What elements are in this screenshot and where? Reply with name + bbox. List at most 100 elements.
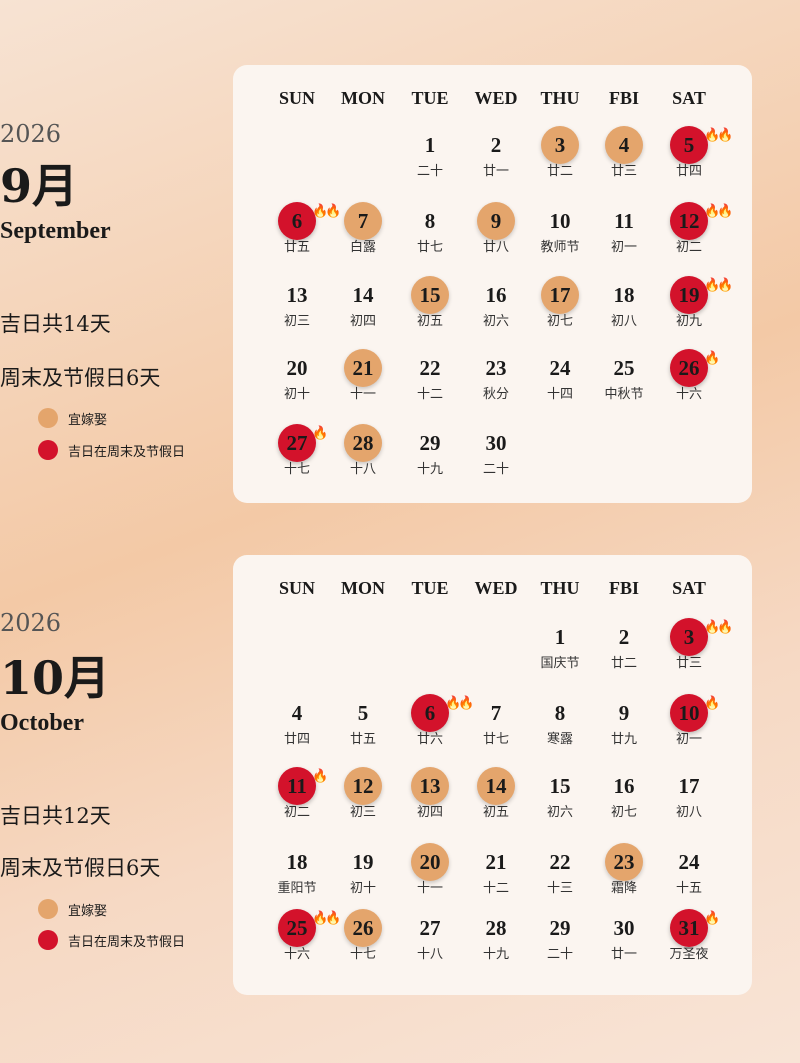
day-cell[interactable]: 30 廿一	[589, 909, 659, 969]
lunar-date: 十一	[349, 387, 376, 402]
weekday-header: SUN	[278, 88, 315, 108]
lunar-date: 廿七	[482, 732, 509, 747]
lunar-date: 廿五	[283, 240, 310, 255]
day-number: 11	[614, 209, 634, 233]
day-number: 30	[613, 916, 635, 940]
day-number: 25 🔥🔥	[278, 909, 341, 947]
day-cell[interactable]: 22 十三	[525, 843, 595, 903]
day-cell[interactable]: 7 廿七	[461, 694, 531, 754]
day-cell[interactable]: 14 初五	[461, 767, 531, 827]
day-cell[interactable]: 1 国庆节	[525, 618, 595, 678]
day-number: 28	[485, 916, 507, 940]
weekday-header: SAT	[672, 88, 706, 108]
day-cell[interactable]: 28 十八	[328, 424, 398, 484]
day-cell[interactable]: 21 十二	[461, 843, 531, 903]
day-cell[interactable]: 17 初七	[525, 276, 595, 336]
day-cell[interactable]: 13 初三	[262, 276, 332, 336]
day-cell[interactable]: 16 初六	[461, 276, 531, 336]
weekday-header: WED	[474, 578, 518, 598]
day-cell[interactable]: 25 中秋节	[589, 349, 659, 409]
day-cell[interactable]: 22 十二	[395, 349, 465, 409]
day-cell[interactable]: 16 初七	[589, 767, 659, 827]
day-cell[interactable]: 23 霜降	[589, 843, 659, 903]
day-cell[interactable]: 27 十八	[395, 909, 465, 969]
lunar-date: 初六	[482, 314, 509, 329]
day-number: 16	[485, 283, 507, 307]
day-cell[interactable]: 23 秋分	[461, 349, 531, 409]
day-cell[interactable]: 30 二十	[461, 424, 531, 484]
day-number: 26 🔥	[670, 349, 720, 387]
day-cell[interactable]: 27 🔥 十七	[262, 424, 332, 484]
day-cell[interactable]: 9 廿九	[589, 694, 659, 754]
day-cell[interactable]: 8 寒露	[525, 694, 595, 754]
day-cell[interactable]: 4 廿三	[589, 126, 659, 186]
day-cell[interactable]: 2 廿二	[589, 618, 659, 678]
lunar-date: 初六	[546, 805, 573, 820]
weekday-header: FBI	[608, 578, 639, 598]
weekday-header: TUE	[411, 578, 449, 598]
day-cell[interactable]: 17 初八	[654, 767, 724, 827]
day-cell[interactable]: 26 🔥 十六	[654, 349, 724, 409]
day-cell[interactable]: 13 初四	[395, 767, 465, 827]
day-cell[interactable]: 29 十九	[395, 424, 465, 484]
lunar-date: 廿四	[283, 732, 310, 747]
lunar-date: 十五	[675, 881, 702, 896]
day-cell[interactable]: 4 廿四	[262, 694, 332, 754]
holiday-dot-icon	[38, 930, 58, 950]
lunar-date: 初一	[675, 732, 702, 747]
day-cell[interactable]: 6 🔥🔥 廿六	[395, 694, 474, 754]
year-label: 2026	[0, 609, 62, 637]
day-number: 12 🔥🔥	[670, 202, 733, 240]
day-cell[interactable]: 5 廿五	[328, 694, 398, 754]
day-cell[interactable]: 2 廿一	[461, 126, 531, 186]
day-cell[interactable]: 18 初八	[589, 276, 659, 336]
day-cell[interactable]: 24 十四	[525, 349, 595, 409]
day-cell[interactable]: 9 廿八	[461, 202, 531, 262]
day-cell[interactable]: 20 初十	[262, 349, 332, 409]
day-number: 5 🔥🔥	[670, 126, 733, 164]
weekday-header: TUE	[411, 88, 449, 108]
day-cell[interactable]: 10 教师节	[525, 202, 595, 262]
day-cell[interactable]: 20 十一	[395, 843, 465, 903]
lunar-date: 白露	[349, 240, 376, 255]
day-cell[interactable]: 28 十九	[461, 909, 531, 969]
day-cell[interactable]: 26 十七	[328, 909, 398, 969]
day-number: 13	[411, 767, 449, 805]
lunar-date: 十八	[416, 947, 443, 962]
day-cell[interactable]: 15 初六	[525, 767, 595, 827]
lunar-date: 初八	[675, 805, 702, 820]
day-cell[interactable]: 12 初三	[328, 767, 398, 827]
day-cell[interactable]: 29 二十	[525, 909, 595, 969]
day-number: 8	[554, 701, 566, 725]
day-cell[interactable]: 14 初四	[328, 276, 398, 336]
day-cell[interactable]: 8 廿七	[395, 202, 465, 262]
day-cell[interactable]: 11 初一	[589, 202, 659, 262]
day-cell[interactable]: 11 🔥 初二	[262, 767, 332, 827]
day-cell[interactable]: 3 廿二	[525, 126, 595, 186]
day-cell[interactable]: 19 🔥🔥 初九	[654, 276, 733, 336]
day-number: 23	[605, 843, 643, 881]
day-cell[interactable]: 21 十一	[328, 349, 398, 409]
day-cell[interactable]: 19 初十	[328, 843, 398, 903]
fire-icon: 🔥🔥	[312, 203, 341, 218]
year-label: 2026	[0, 120, 62, 148]
day-cell[interactable]: 3 🔥🔥 廿三	[654, 618, 733, 678]
day-number: 12	[344, 767, 382, 805]
legend-item: 宜嫁娶	[38, 408, 107, 428]
good-days-count: 吉日共14天	[0, 312, 111, 336]
day-cell[interactable]: 24 十五	[654, 843, 724, 903]
day-number: 21	[344, 349, 382, 387]
day-cell[interactable]: 1 二十	[395, 126, 465, 186]
day-cell[interactable]: 31 🔥 万圣夜	[654, 909, 724, 969]
lunar-date: 教师节	[540, 240, 580, 255]
day-cell[interactable]: 12 🔥🔥 初二	[654, 202, 733, 262]
day-cell[interactable]: 15 初五	[395, 276, 465, 336]
day-cell[interactable]: 7 白露	[328, 202, 398, 262]
day-cell[interactable]: 25 🔥🔥 十六	[262, 909, 341, 969]
day-cell[interactable]: 5 🔥🔥 廿四	[654, 126, 733, 186]
day-cell[interactable]: 10 🔥 初一	[654, 694, 724, 754]
weekday-header: MON	[341, 88, 385, 108]
day-cell[interactable]: 18 重阳节	[262, 843, 332, 903]
lunar-date: 廿八	[482, 240, 509, 255]
day-cell[interactable]: 6 🔥🔥 廿五	[262, 202, 341, 262]
